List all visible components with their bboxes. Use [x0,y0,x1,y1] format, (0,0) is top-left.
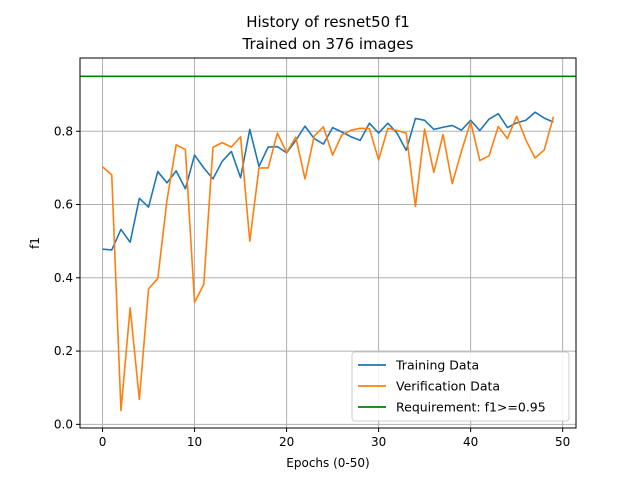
series-line-verification-data [102,115,555,412]
x-tick-label: 0 [99,435,107,449]
x-tick-label: 40 [463,435,478,449]
plot-area [80,75,576,412]
grid-lines [80,58,576,428]
legend-box [351,351,570,422]
x-tick-label: 50 [555,435,570,449]
legend-label-training-data: Training Data [395,358,479,373]
y-axis-label: f1 [28,237,42,249]
legend-label-requirement: Requirement: f1>=0.95 [396,400,546,415]
x-axis-label: Epochs (0-50) [286,456,369,470]
y-tick-label: 0.6 [54,198,73,212]
y-tick-label: 0.2 [54,344,73,358]
plot-frame [79,57,577,429]
x-tick-label: 30 [371,435,386,449]
y-tick-label: 0.4 [54,271,73,285]
x-tick-label: 10 [187,435,202,449]
series-line-training-data [102,111,554,251]
axis-ticks: 0 10 20 30 40 50 0.0 0.2 0.4 0.6 0.8 [54,124,570,449]
y-tick-label: 0.0 [54,417,73,431]
x-tick-label: 20 [279,435,294,449]
y-tick-label: 0.8 [54,124,73,138]
legend: Training Data Verification Data Requiremen… [351,351,570,422]
legend-label-verification-data: Verification Data [396,379,500,394]
chart-title: History of resnet50 f1 [246,13,410,31]
chart-subtitle: Trained on 376 images [242,35,414,53]
